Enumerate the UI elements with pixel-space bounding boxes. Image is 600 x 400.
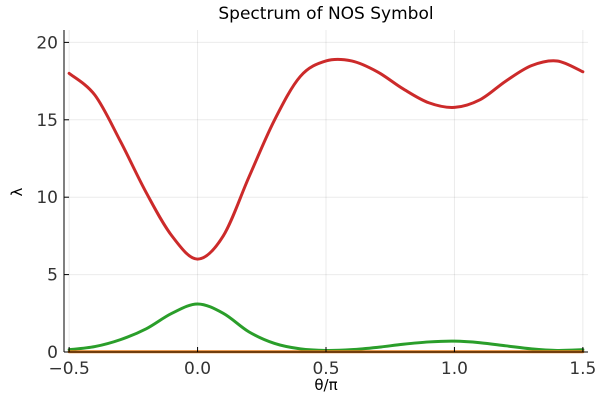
y-tick-label: 0: [47, 343, 58, 363]
y-tick-label: 20: [36, 33, 58, 53]
y-tick-label: 5: [47, 266, 58, 286]
x-tick-label: 0.5: [312, 359, 339, 379]
y-tick-label: 15: [36, 111, 58, 131]
y-tick-label: 10: [36, 188, 58, 208]
series-line-1: [67, 57, 585, 261]
chart-title: Spectrum of NOS Symbol: [218, 4, 433, 24]
x-ticks: −0.5 0.0 0.5 1.0 1.5: [48, 347, 596, 379]
x-axis-label: θ/π: [314, 376, 337, 394]
y-axis-label: λ: [8, 187, 26, 196]
x-tick-label: 1.0: [441, 359, 468, 379]
x-tick-label: 0.0: [184, 359, 211, 379]
x-tick-label: −0.5: [48, 359, 89, 379]
x-tick-label: 1.5: [569, 359, 596, 379]
y-ticks: 0 5 10 15 20: [36, 33, 69, 363]
